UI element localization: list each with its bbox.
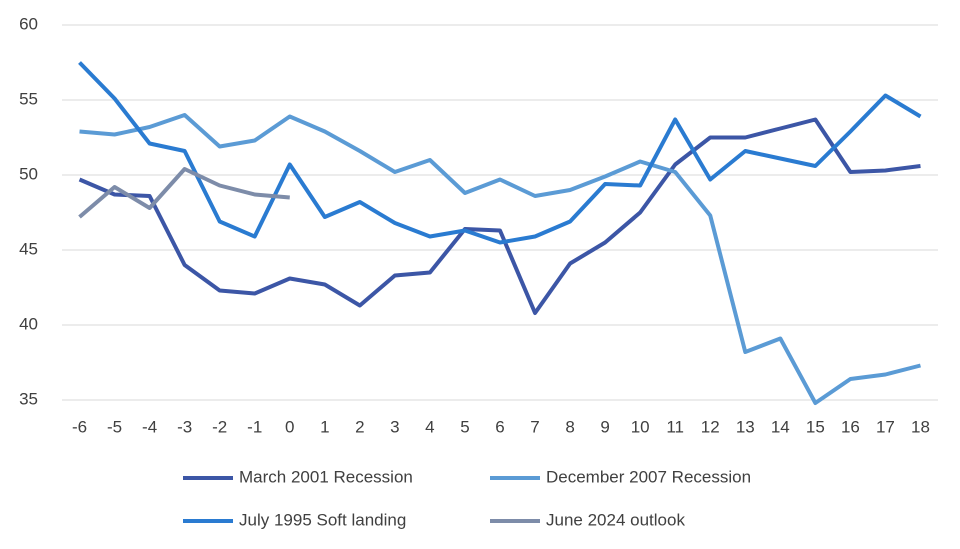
y-tick-label: 45 — [19, 239, 38, 258]
x-tick-label: 13 — [736, 417, 755, 436]
x-tick-label: -5 — [107, 417, 122, 436]
x-tick-label: -4 — [142, 417, 157, 436]
series-line — [78, 61, 922, 245]
series-line — [78, 167, 290, 219]
x-tick-label: -2 — [212, 417, 227, 436]
x-tick-label: 2 — [355, 417, 364, 436]
legend-label: March 2001 Recession — [239, 467, 413, 486]
x-tick-label: 1 — [320, 417, 329, 436]
y-tick-label: 35 — [19, 389, 38, 408]
x-tick-label: 9 — [600, 417, 609, 436]
legend-label: December 2007 Recession — [546, 467, 751, 486]
x-tick-label: 14 — [771, 417, 790, 436]
x-tick-label: -6 — [72, 417, 87, 436]
x-tick-label: -3 — [177, 417, 192, 436]
x-tick-label: 7 — [530, 417, 539, 436]
legend-label: July 1995 Soft landing — [239, 510, 406, 529]
x-tick-label: 6 — [495, 417, 504, 436]
x-tick-label: 18 — [911, 417, 930, 436]
x-tick-label: 15 — [806, 417, 825, 436]
x-tick-label: 0 — [285, 417, 294, 436]
x-tick-label: 8 — [565, 417, 574, 436]
x-tick-label: 3 — [390, 417, 399, 436]
y-tick-label: 55 — [19, 89, 38, 108]
x-tick-label: 5 — [460, 417, 469, 436]
x-tick-label: 16 — [841, 417, 860, 436]
x-tick-label: 4 — [425, 417, 434, 436]
legend-label: June 2024 outlook — [546, 510, 685, 529]
x-tick-label: -1 — [247, 417, 262, 436]
y-tick-label: 40 — [19, 314, 38, 333]
x-tick-label: 17 — [876, 417, 895, 436]
series-line — [78, 117, 921, 315]
y-tick-label: 60 — [19, 14, 38, 33]
series-line — [79, 113, 921, 405]
x-tick-label: 10 — [631, 417, 650, 436]
x-tick-label: 11 — [666, 417, 684, 436]
y-tick-label: 50 — [19, 164, 38, 183]
x-tick-label: 12 — [701, 417, 720, 436]
